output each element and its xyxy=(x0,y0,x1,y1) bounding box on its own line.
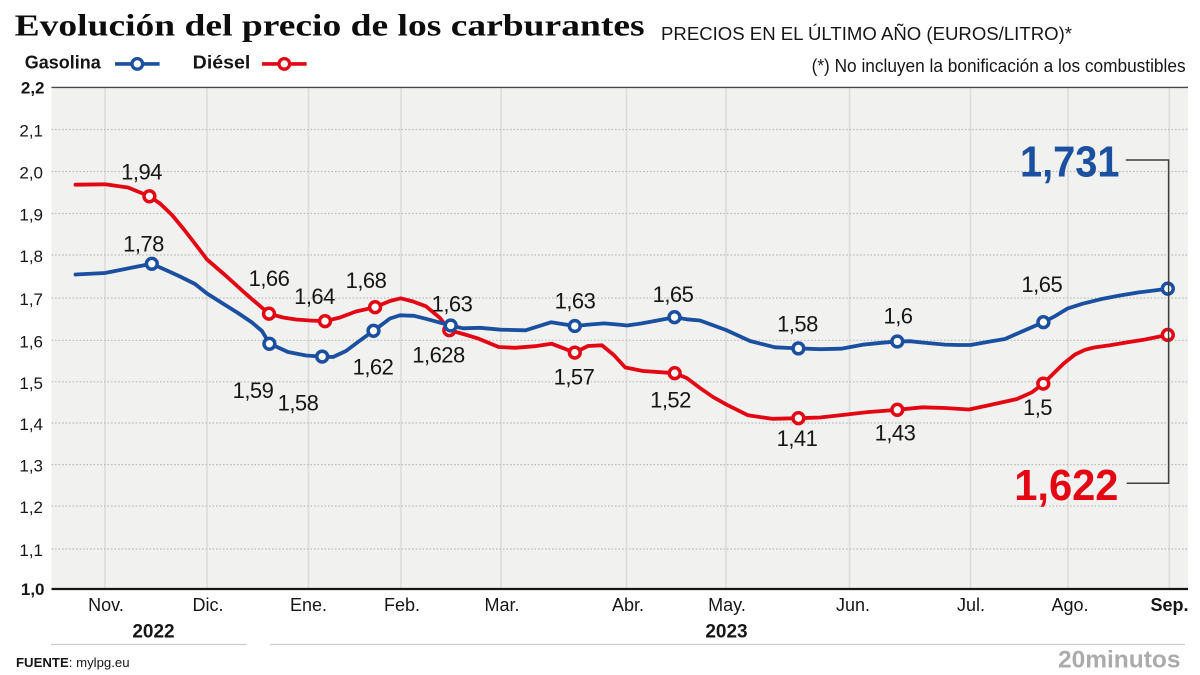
svg-text:Dic.: Dic. xyxy=(193,595,224,615)
svg-text:1,1: 1,1 xyxy=(19,541,43,560)
svg-text:May.: May. xyxy=(708,595,746,615)
svg-text:Jun.: Jun. xyxy=(836,595,870,615)
svg-text:Jul.: Jul. xyxy=(957,595,985,615)
svg-text:1,41: 1,41 xyxy=(777,426,818,451)
svg-text:1,52: 1,52 xyxy=(650,387,691,412)
svg-text:1,65: 1,65 xyxy=(1021,272,1062,297)
svg-text:Diésel: Diésel xyxy=(193,53,251,73)
svg-text:Mar.: Mar. xyxy=(484,595,519,615)
svg-text:1,0: 1,0 xyxy=(21,580,45,599)
svg-text:1,7: 1,7 xyxy=(19,290,43,309)
svg-text:1,622: 1,622 xyxy=(1014,461,1118,510)
svg-text:1,6: 1,6 xyxy=(19,332,43,351)
svg-text:Feb.: Feb. xyxy=(384,595,420,615)
svg-text:1,731: 1,731 xyxy=(1020,138,1120,187)
svg-text:1,628: 1,628 xyxy=(412,343,465,368)
svg-text:FUENTE: mylpg.eu: FUENTE: mylpg.eu xyxy=(16,655,130,670)
svg-text:20minutos: 20minutos xyxy=(1058,647,1181,674)
svg-text:2023: 2023 xyxy=(705,622,747,643)
svg-text:1,58: 1,58 xyxy=(777,311,818,336)
svg-text:1,9: 1,9 xyxy=(19,206,43,225)
svg-text:1,57: 1,57 xyxy=(554,365,595,390)
svg-text:1,59: 1,59 xyxy=(233,378,274,403)
svg-text:2,1: 2,1 xyxy=(19,122,43,141)
svg-text:2,2: 2,2 xyxy=(21,79,45,98)
svg-text:1,5: 1,5 xyxy=(1023,395,1052,420)
svg-text:Ene.: Ene. xyxy=(290,595,327,615)
svg-text:Nov.: Nov. xyxy=(88,595,124,615)
svg-text:1,8: 1,8 xyxy=(19,247,43,266)
svg-text:1,4: 1,4 xyxy=(19,415,43,434)
svg-text:Ago.: Ago. xyxy=(1051,595,1088,615)
svg-text:PRECIOS EN EL ÚLTIMO AÑO (EURO: PRECIOS EN EL ÚLTIMO AÑO (EUROS/LITRO)* xyxy=(661,23,1072,44)
svg-text:1,65: 1,65 xyxy=(653,282,694,307)
svg-text:1,2: 1,2 xyxy=(19,498,43,517)
svg-text:(*) No incluyen la bonificació: (*) No incluyen la bonificación a los co… xyxy=(812,56,1186,76)
svg-text:1,58: 1,58 xyxy=(278,391,319,416)
svg-text:1,68: 1,68 xyxy=(346,268,387,293)
svg-text:2022: 2022 xyxy=(132,622,174,643)
svg-text:Abr.: Abr. xyxy=(612,595,644,615)
svg-text:1,63: 1,63 xyxy=(432,291,473,316)
svg-text:1,78: 1,78 xyxy=(123,232,164,257)
svg-text:1,3: 1,3 xyxy=(19,457,43,476)
svg-text:1,62: 1,62 xyxy=(353,355,394,380)
svg-text:1,6: 1,6 xyxy=(883,303,912,328)
svg-text:1,64: 1,64 xyxy=(294,284,335,309)
svg-text:Evolución del precio de los ca: Evolución del precio de los carburantes xyxy=(15,8,645,43)
svg-text:1,94: 1,94 xyxy=(121,160,162,185)
svg-text:Sep.: Sep. xyxy=(1150,595,1188,615)
svg-text:1,63: 1,63 xyxy=(555,289,596,314)
svg-text:2,0: 2,0 xyxy=(19,164,43,183)
svg-text:1,5: 1,5 xyxy=(19,374,43,393)
svg-text:1,66: 1,66 xyxy=(249,266,290,291)
svg-text:Gasolina: Gasolina xyxy=(25,53,102,73)
svg-text:1,43: 1,43 xyxy=(875,421,916,446)
